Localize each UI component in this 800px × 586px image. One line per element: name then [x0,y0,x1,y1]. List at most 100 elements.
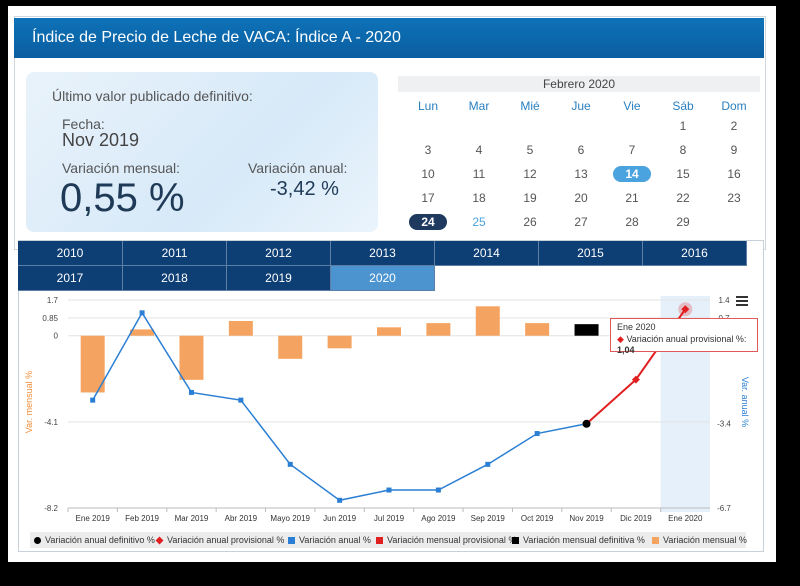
calendar-day[interactable]: 10 [421,167,435,181]
x-tick-label: Nov 2019 [569,514,604,523]
bar-monthly [426,323,451,336]
legend-item[interactable]: Variación anual definitivo % [34,535,155,545]
tab-year-2015[interactable]: 2015 [539,241,643,266]
legend-label: Variación anual provisional % [167,535,285,545]
point-annual [485,461,491,467]
calendar-day[interactable]: 28 [625,215,639,229]
legend-item[interactable]: Variación mensual definitiva % [512,535,645,545]
calendar-day[interactable]: 2 [730,119,738,133]
calendar-day[interactable]: 25 [472,215,486,229]
calendar-day[interactable]: 22 [676,191,690,205]
annual-value: -3,42 % [270,178,339,200]
calendar-day[interactable]: 6 [577,143,585,157]
point-annual-provisional [681,305,690,314]
calendar-day[interactable]: 23 [727,191,741,205]
tab-year-2019[interactable]: 2019 [227,266,331,291]
right-axis-label: Var. anual % [740,377,750,427]
page-title: Índice de Precio de Leche de VACA: Índic… [14,18,764,58]
legend-label: Variación anual % [299,535,371,545]
legend-diamond-icon [155,536,164,545]
legend-square-icon [288,537,295,545]
legend-item[interactable]: Variación anual provisional % [155,535,285,545]
calendar-day[interactable]: 11 [472,167,486,181]
calendar-day[interactable]: 29 [676,215,690,229]
left-axis-label: Var. mensual % [24,371,34,433]
x-tick-label: Mar 2019 [175,514,209,523]
calendar-day[interactable]: 4 [475,143,483,157]
point-hover-halo [678,302,693,317]
tab-year-2010[interactable]: 2010 [18,241,123,266]
calendar-day[interactable]: 18 [472,191,486,205]
chart-panel [18,240,764,552]
calendar-day[interactable]: 12 [523,167,537,181]
calendar-day[interactable]: 21 [625,191,639,205]
calendar-day[interactable]: 20 [574,191,588,205]
calendar-day[interactable]: 16 [727,167,741,181]
left-tick-label: -8.2 [44,504,58,513]
tab-year-2012[interactable]: 2012 [227,241,331,266]
tooltip-title: Ene 2020 [617,322,656,332]
bar-monthly-definitive [574,324,599,336]
tab-year-2013[interactable]: 2013 [331,241,435,266]
calendar-day[interactable]: 5 [526,143,534,157]
left-tick-label: 1.7 [47,296,59,305]
x-tick-label: Ene 2020 [668,514,703,523]
bar-monthly [278,335,303,359]
point-annual [287,461,293,467]
left-tick-label: 0 [54,332,59,341]
bar-monthly [475,306,500,336]
tab-year-2011[interactable]: 2011 [123,241,227,266]
point-annual [90,397,96,403]
legend-circle-icon [34,537,41,545]
calendar-day[interactable]: 17 [421,191,435,205]
tab-year-2018[interactable]: 2018 [123,266,227,291]
legend-item[interactable]: Variación mensual % [652,535,747,545]
calendar-day[interactable]: 3 [424,143,432,157]
tooltip-label: Variación anual provisional %: [626,334,747,344]
x-tick-label: Ago 2019 [421,514,456,523]
right-tick-label: -6.7 [717,504,731,513]
bar-monthly [377,327,401,336]
legend-label: Variación mensual % [663,535,747,545]
monthly-label: Variación mensual: [62,160,181,176]
calendar-dow-5: Sáb [672,99,694,113]
calendar-dow-1: Mar [468,99,490,113]
calendar-day[interactable]: 27 [574,215,588,229]
calendar-day[interactable]: 13 [574,167,588,181]
tab-year-2014[interactable]: 2014 [435,241,539,266]
legend-label: Variación mensual provisional % [387,535,517,545]
bar-monthly [525,323,550,336]
tab-year-2016[interactable]: 2016 [643,241,747,266]
menu-icon[interactable] [736,296,748,306]
calendar-day[interactable]: 9 [730,143,738,157]
tab-year-2020[interactable]: 2020 [331,266,435,291]
calendar-dow-4: Vie [623,99,641,113]
legend-item[interactable]: Variación anual % [288,535,371,545]
calendar-day[interactable]: 1 [679,119,687,133]
x-tick-label: Abr 2019 [225,514,258,523]
calendar-day[interactable]: 24 [409,214,447,230]
calendar-day[interactable]: 7 [628,143,636,157]
calendar-dow-3: Jue [571,99,591,113]
bar-monthly [130,329,155,336]
legend-square-icon [652,537,659,545]
date-value: Nov 2019 [62,130,140,150]
calendar-day[interactable]: 15 [676,167,690,181]
tooltip-value: 1,04 [617,345,635,355]
right-tick-label: -3.4 [717,419,731,428]
legend-label: Variación mensual definitiva % [523,535,645,545]
calendar-day[interactable]: 26 [523,215,537,229]
legend-item[interactable]: Variación mensual provisional % [376,535,516,545]
point-annual [386,487,392,493]
calendar-day[interactable]: 8 [679,143,687,157]
calendar-day[interactable]: 14 [613,166,651,182]
left-tick-label: -4.1 [44,418,58,427]
x-tick-label: Jun 2019 [323,514,356,523]
point-annual [435,487,441,493]
point-annual [188,389,194,395]
calendar-day[interactable]: 19 [523,191,537,205]
tab-year-2017[interactable]: 2017 [18,266,123,291]
tooltip-marker-icon: ◆ [617,334,624,344]
x-tick-label: Jul 2019 [374,514,405,523]
point-annual [238,397,244,403]
